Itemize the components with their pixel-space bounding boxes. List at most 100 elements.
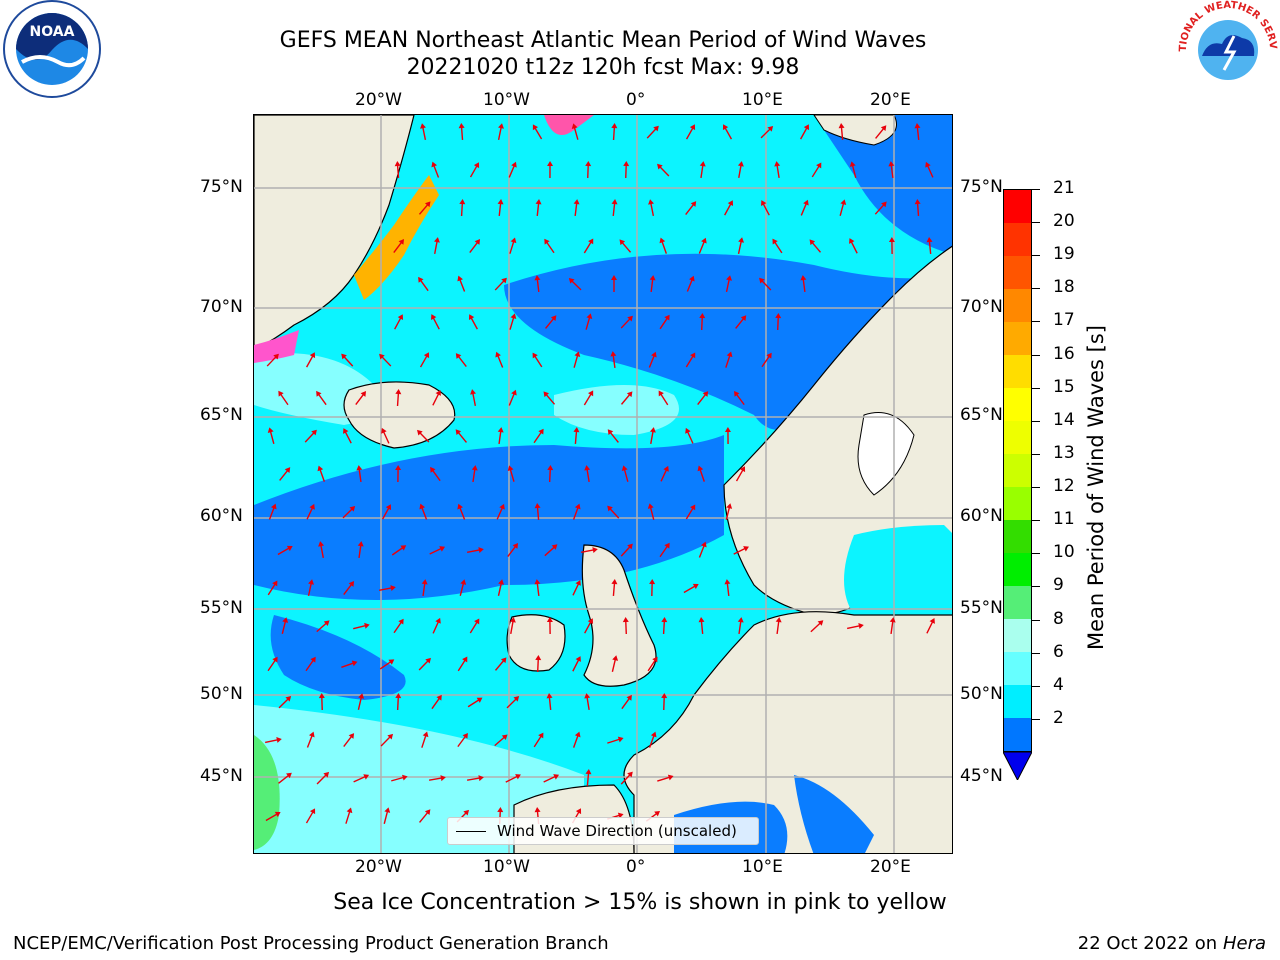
- wind-wave-arrow: [548, 695, 552, 711]
- wind-wave-arrow-head: [511, 161, 517, 168]
- wind-wave-arrow: [277, 546, 291, 556]
- wind-wave-arrow: [505, 775, 519, 783]
- wind-wave-arrow-head: [309, 503, 315, 510]
- wind-wave-arrow-head: [455, 353, 462, 359]
- wind-wave-arrow-head: [500, 657, 507, 664]
- wind-wave-arrow-head: [276, 737, 282, 743]
- wind-wave-arrow-head: [664, 542, 670, 549]
- wind-wave-arrow-head: [478, 547, 484, 554]
- wind-wave-arrow: [572, 582, 580, 596]
- wind-wave-arrow-head: [348, 581, 355, 587]
- colorbar-segment: [1004, 421, 1031, 454]
- wind-wave-arrow: [458, 278, 466, 292]
- colorbar-tick-label: 9: [1053, 575, 1064, 596]
- wind-wave-arrow-head: [497, 807, 504, 813]
- wind-wave-arrow: [612, 201, 616, 217]
- wind-wave-arrow: [620, 393, 632, 405]
- wind-wave-arrow-head: [515, 774, 521, 780]
- wind-wave-arrow: [381, 506, 391, 520]
- wind-wave-arrow-head: [574, 351, 581, 357]
- wind-wave-arrow: [432, 620, 440, 634]
- wind-wave-arrow: [469, 164, 479, 178]
- colorbar-segment: [1004, 454, 1031, 487]
- wind-wave-arrow: [875, 127, 885, 139]
- wind-wave-arrow-head: [311, 429, 317, 436]
- colorbar-tick-label: 2: [1053, 707, 1064, 728]
- wind-wave-arrow-head: [657, 163, 663, 170]
- wind-wave-arrow-head: [607, 429, 614, 435]
- wind-wave-arrow: [434, 239, 438, 255]
- wind-wave-arrow: [456, 431, 468, 443]
- wind-wave-arrow: [586, 467, 590, 483]
- wind-wave-arrow-head: [726, 351, 733, 358]
- wind-wave-arrow: [890, 619, 894, 635]
- wind-wave-arrow-head: [889, 617, 896, 623]
- wind-wave-arrow-head: [395, 465, 402, 471]
- wind-wave-arrow: [572, 506, 580, 520]
- wind-wave-arrow: [533, 430, 543, 444]
- wind-wave-arrow-head: [471, 465, 478, 471]
- left-tick-75n: 75°N: [200, 177, 243, 197]
- wind-wave-arrow-head: [425, 657, 431, 664]
- wind-wave-arrow: [357, 696, 363, 710]
- bottom-tick-10e: 10°E: [742, 857, 783, 877]
- wind-wave-arrow: [383, 810, 389, 824]
- wind-wave-arrow: [698, 240, 706, 254]
- wind-wave-arrow: [545, 240, 555, 254]
- wind-wave-arrow: [306, 734, 314, 748]
- wind-wave-arrow: [608, 507, 620, 519]
- wind-wave-arrow-head: [436, 694, 442, 701]
- wind-wave-arrow-head: [316, 390, 322, 397]
- wind-wave-arrow-head: [278, 390, 284, 397]
- wind-wave-arrow-head: [532, 124, 539, 131]
- wind-wave-arrow: [890, 163, 894, 179]
- wind-wave-arrow: [611, 658, 617, 672]
- right-tick-45n: 45°N: [960, 766, 1003, 786]
- wind-wave-arrow: [649, 201, 655, 217]
- colorbar-segment: [1004, 685, 1031, 718]
- wind-wave-arrow-head: [626, 391, 633, 398]
- wind-wave-arrow: [428, 777, 444, 781]
- wind-wave-arrow: [659, 544, 669, 558]
- colorbar-segment: [1004, 322, 1031, 355]
- wind-wave-arrow: [685, 506, 695, 520]
- wind-wave-arrow-head: [357, 541, 364, 547]
- wind-wave-arrow: [281, 620, 287, 634]
- colorbar-segment: [1004, 520, 1031, 553]
- wind-wave-arrow-head: [701, 541, 707, 548]
- wind-wave-arrow-head: [690, 504, 696, 511]
- wind-wave-arrow: [573, 354, 579, 368]
- wind-wave-arrow: [659, 392, 669, 406]
- wind-wave-arrow: [396, 695, 400, 711]
- wind-wave-arrow: [584, 620, 592, 634]
- colorbar-segment: [1004, 388, 1031, 421]
- wind-wave-arrow-head: [759, 277, 765, 284]
- wind-wave-arrow-head: [627, 771, 633, 778]
- wind-wave-arrow-head: [390, 585, 396, 592]
- wind-wave-arrow: [612, 125, 616, 141]
- top-tick-10e: 10°E: [742, 90, 783, 110]
- wind-wave-arrow-head: [388, 659, 395, 665]
- wind-wave-arrow: [799, 126, 809, 140]
- wind-wave-arrow: [536, 277, 540, 293]
- wind-wave-arrow-head: [586, 313, 593, 320]
- wind-wave-arrow-head: [658, 390, 664, 397]
- wind-wave-arrow: [431, 696, 441, 710]
- colorbar-tick-label: 12: [1053, 476, 1075, 497]
- colorbar-segment: [1004, 190, 1031, 223]
- colorbar-segment: [1004, 487, 1031, 520]
- map-svg: [254, 115, 952, 853]
- wind-wave-arrow-head: [743, 546, 749, 552]
- wind-wave-arrow: [839, 202, 845, 216]
- wind-wave-arrow-head: [309, 352, 316, 359]
- wind-wave-arrow-head: [724, 579, 731, 585]
- wind-wave-arrow: [498, 201, 502, 217]
- wind-wave-arrow: [657, 776, 671, 782]
- wind-wave-arrow: [698, 544, 706, 558]
- wind-wave-arrow: [548, 467, 552, 483]
- wind-wave-arrow-head: [880, 125, 887, 132]
- wind-wave-arrow-head: [654, 811, 661, 817]
- wind-wave-arrow-head: [611, 123, 618, 129]
- wind-wave-arrow: [585, 316, 591, 330]
- footer-date: 22 Oct 2022 on: [1077, 933, 1223, 954]
